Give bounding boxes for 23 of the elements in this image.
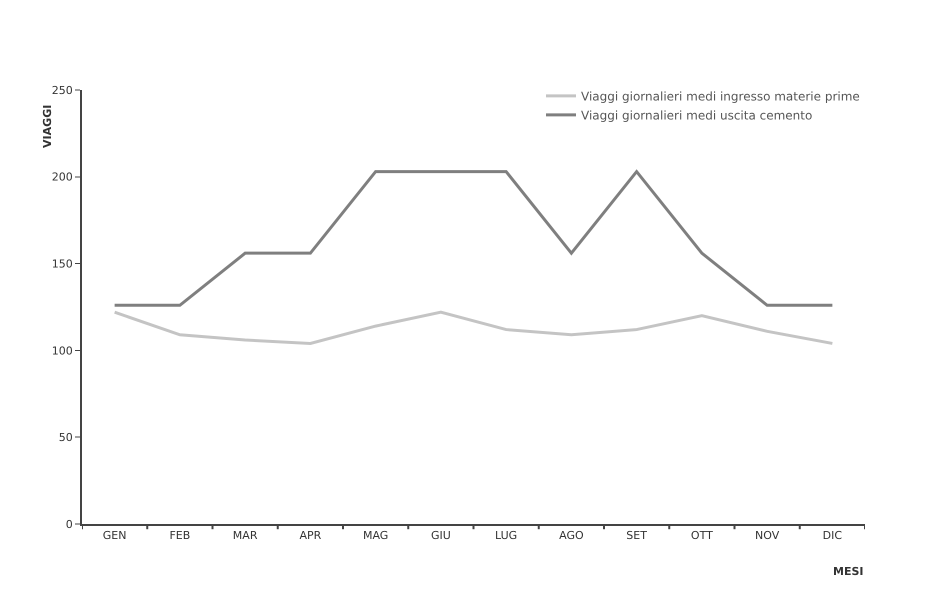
x-tick-label: MAR (232, 529, 258, 542)
line-series (113, 310, 834, 345)
y-tick-label: 150 (52, 257, 73, 270)
y-tick-label: 250 (52, 84, 73, 97)
y-tick-label: 200 (52, 170, 73, 184)
x-tick-label: AGO (559, 529, 584, 542)
y-axis-title: VIAGGI (40, 104, 54, 148)
x-tick-label: GIU (430, 529, 451, 542)
x-tick-label: MAG (362, 529, 388, 542)
x-tick-label: LUG (495, 529, 518, 542)
x-tick-label: SET (626, 529, 648, 542)
x-tick-label: OTT (690, 529, 714, 542)
x-tick-label: GEN (102, 529, 126, 542)
x-tick-label: FEB (169, 529, 190, 542)
legend-label: Viaggi giornalieri medi ingresso materie prime (581, 90, 860, 104)
legend-label: Viaggi giornalieri medi uscita cemento (581, 108, 812, 122)
y-tick-label: 50 (58, 431, 73, 444)
x-tick-label: DIC (822, 529, 842, 542)
x-tick-label: NOV (755, 529, 780, 542)
y-tick-label: 0 (66, 518, 73, 531)
y-tick-label: 100 (52, 344, 73, 358)
x-axis-title: MESI (833, 565, 864, 578)
x-tick-label: APR (299, 529, 322, 542)
